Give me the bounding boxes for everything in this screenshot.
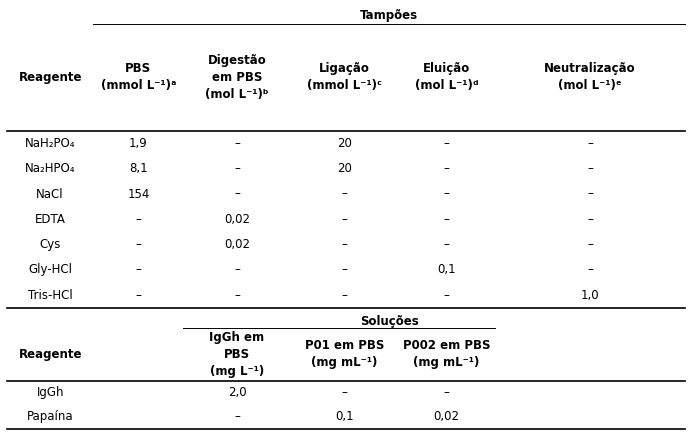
Text: NaCl: NaCl bbox=[37, 187, 64, 201]
Text: –: – bbox=[341, 289, 347, 302]
Text: 2,0: 2,0 bbox=[228, 386, 246, 399]
Text: Neutralização
(mol L⁻¹)ᵉ: Neutralização (mol L⁻¹)ᵉ bbox=[544, 62, 636, 92]
Text: –: – bbox=[587, 187, 593, 201]
Text: –: – bbox=[234, 187, 240, 201]
Text: –: – bbox=[341, 187, 347, 201]
Text: 20: 20 bbox=[337, 137, 352, 150]
Text: Tris-HCl: Tris-HCl bbox=[28, 289, 73, 302]
Text: 154: 154 bbox=[127, 187, 149, 201]
Text: EDTA: EDTA bbox=[35, 213, 66, 226]
Text: 1,0: 1,0 bbox=[581, 289, 599, 302]
Text: –: – bbox=[234, 410, 240, 423]
Text: –: – bbox=[341, 263, 347, 276]
Text: –: – bbox=[234, 263, 240, 276]
Text: Tampões: Tampões bbox=[361, 9, 418, 22]
Text: 8,1: 8,1 bbox=[129, 162, 147, 175]
Text: 0,02: 0,02 bbox=[433, 410, 459, 423]
Text: –: – bbox=[136, 238, 141, 251]
Text: 1,9: 1,9 bbox=[129, 137, 148, 150]
Text: –: – bbox=[234, 289, 240, 302]
Text: –: – bbox=[234, 137, 240, 150]
Text: Reagente: Reagente bbox=[19, 71, 82, 84]
Text: 20: 20 bbox=[337, 162, 352, 175]
Text: –: – bbox=[444, 386, 449, 399]
Text: –: – bbox=[444, 289, 449, 302]
Text: –: – bbox=[587, 137, 593, 150]
Text: –: – bbox=[136, 263, 141, 276]
Text: –: – bbox=[587, 213, 593, 226]
Text: P01 em PBS
(mg mL⁻¹): P01 em PBS (mg mL⁻¹) bbox=[304, 340, 384, 369]
Text: –: – bbox=[444, 213, 449, 226]
Text: Gly-HCl: Gly-HCl bbox=[28, 263, 72, 276]
Text: Eluição
(mol L⁻¹)ᵈ: Eluição (mol L⁻¹)ᵈ bbox=[415, 62, 478, 92]
Text: Ligação
(mmol L⁻¹)ᶜ: Ligação (mmol L⁻¹)ᶜ bbox=[307, 62, 382, 92]
Text: –: – bbox=[444, 187, 449, 201]
Text: Soluções: Soluções bbox=[360, 315, 419, 328]
Text: 0,02: 0,02 bbox=[224, 213, 250, 226]
Text: Papaína: Papaína bbox=[27, 410, 73, 423]
Text: Na₂HPO₄: Na₂HPO₄ bbox=[25, 162, 75, 175]
Text: –: – bbox=[341, 238, 347, 251]
Text: PBS
(mmol L⁻¹)ᵃ: PBS (mmol L⁻¹)ᵃ bbox=[101, 62, 176, 92]
Text: –: – bbox=[587, 263, 593, 276]
Text: IgGh em
PBS
(mg L⁻¹): IgGh em PBS (mg L⁻¹) bbox=[210, 331, 264, 378]
Text: –: – bbox=[587, 162, 593, 175]
Text: –: – bbox=[136, 289, 141, 302]
Text: –: – bbox=[444, 137, 449, 150]
Text: Cys: Cys bbox=[39, 238, 61, 251]
Text: –: – bbox=[341, 213, 347, 226]
Text: 0,02: 0,02 bbox=[224, 238, 250, 251]
Text: P002 em PBS
(mg mL⁻¹): P002 em PBS (mg mL⁻¹) bbox=[403, 340, 490, 369]
Text: –: – bbox=[587, 238, 593, 251]
Text: Reagente: Reagente bbox=[19, 348, 82, 361]
Text: IgGh: IgGh bbox=[37, 386, 64, 399]
Text: –: – bbox=[136, 213, 141, 226]
Text: –: – bbox=[341, 386, 347, 399]
Text: NaH₂PO₄: NaH₂PO₄ bbox=[25, 137, 75, 150]
Text: –: – bbox=[234, 162, 240, 175]
Text: 0,1: 0,1 bbox=[437, 263, 455, 276]
Text: –: – bbox=[444, 238, 449, 251]
Text: 0,1: 0,1 bbox=[335, 410, 354, 423]
Text: Digestão
em PBS
(mol L⁻¹)ᵇ: Digestão em PBS (mol L⁻¹)ᵇ bbox=[206, 54, 268, 101]
Text: –: – bbox=[444, 162, 449, 175]
